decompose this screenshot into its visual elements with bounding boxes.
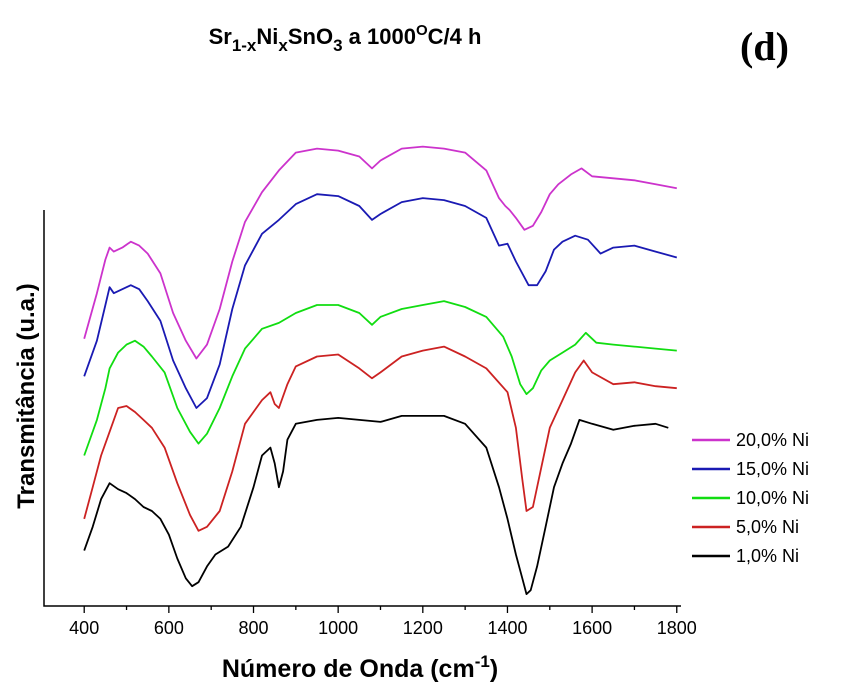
series-line-3: [83, 345, 677, 532]
legend-label: 15,0% Ni: [736, 459, 809, 479]
legend-label: 5,0% Ni: [736, 517, 799, 537]
x-tick-label: 1800: [657, 618, 697, 638]
x-tick-label: 1000: [318, 618, 358, 638]
x-label-sup: -1: [475, 652, 490, 671]
legend-label: 10,0% Ni: [736, 488, 809, 508]
axis-lines: [43, 210, 681, 607]
series-layer: [83, 145, 678, 595]
title-part: 1-x: [232, 36, 257, 55]
title-part: C/4 h: [428, 24, 482, 49]
legend-label: 20,0% Ni: [736, 430, 809, 450]
series-line-1: [83, 193, 678, 409]
series-line-0: [83, 145, 677, 360]
title-part: 3: [333, 36, 342, 55]
title-part: Ni: [256, 24, 278, 49]
title-part: x: [278, 36, 288, 55]
y-axis-label: Transmitância (u.a.): [13, 283, 40, 508]
series-line-2: [83, 300, 677, 456]
series-line-4: [83, 415, 669, 595]
legend-label: 1,0% Ni: [736, 546, 799, 566]
title-part: O: [416, 22, 428, 39]
x-tick-label: 1600: [572, 618, 612, 638]
title-part: Sr: [209, 24, 233, 49]
x-tick-label: 400: [69, 618, 99, 638]
x-axis-ticks: 400 600 800 1000 1200 1400 1600 1800: [69, 606, 697, 638]
panel-label: (d): [740, 24, 789, 69]
title-part: SnO: [288, 24, 333, 49]
x-tick-label: 1200: [403, 618, 443, 638]
x-label-main: Número de Onda (cm: [222, 655, 475, 683]
x-tick-label: 600: [154, 618, 184, 638]
x-tick-label: 1400: [487, 618, 527, 638]
x-tick-label: 800: [238, 618, 268, 638]
chart-title: Sr1-xNixSnO3 a 1000OC/4 h: [209, 22, 482, 55]
title-part: a 1000: [343, 24, 416, 49]
x-axis-label: Número de Onda (cm-1): [222, 652, 498, 683]
legend: 20,0% Ni 15,0% Ni 10,0% Ni 5,0% Ni 1,0% Ni: [692, 430, 809, 566]
x-label-end: ): [490, 655, 498, 683]
